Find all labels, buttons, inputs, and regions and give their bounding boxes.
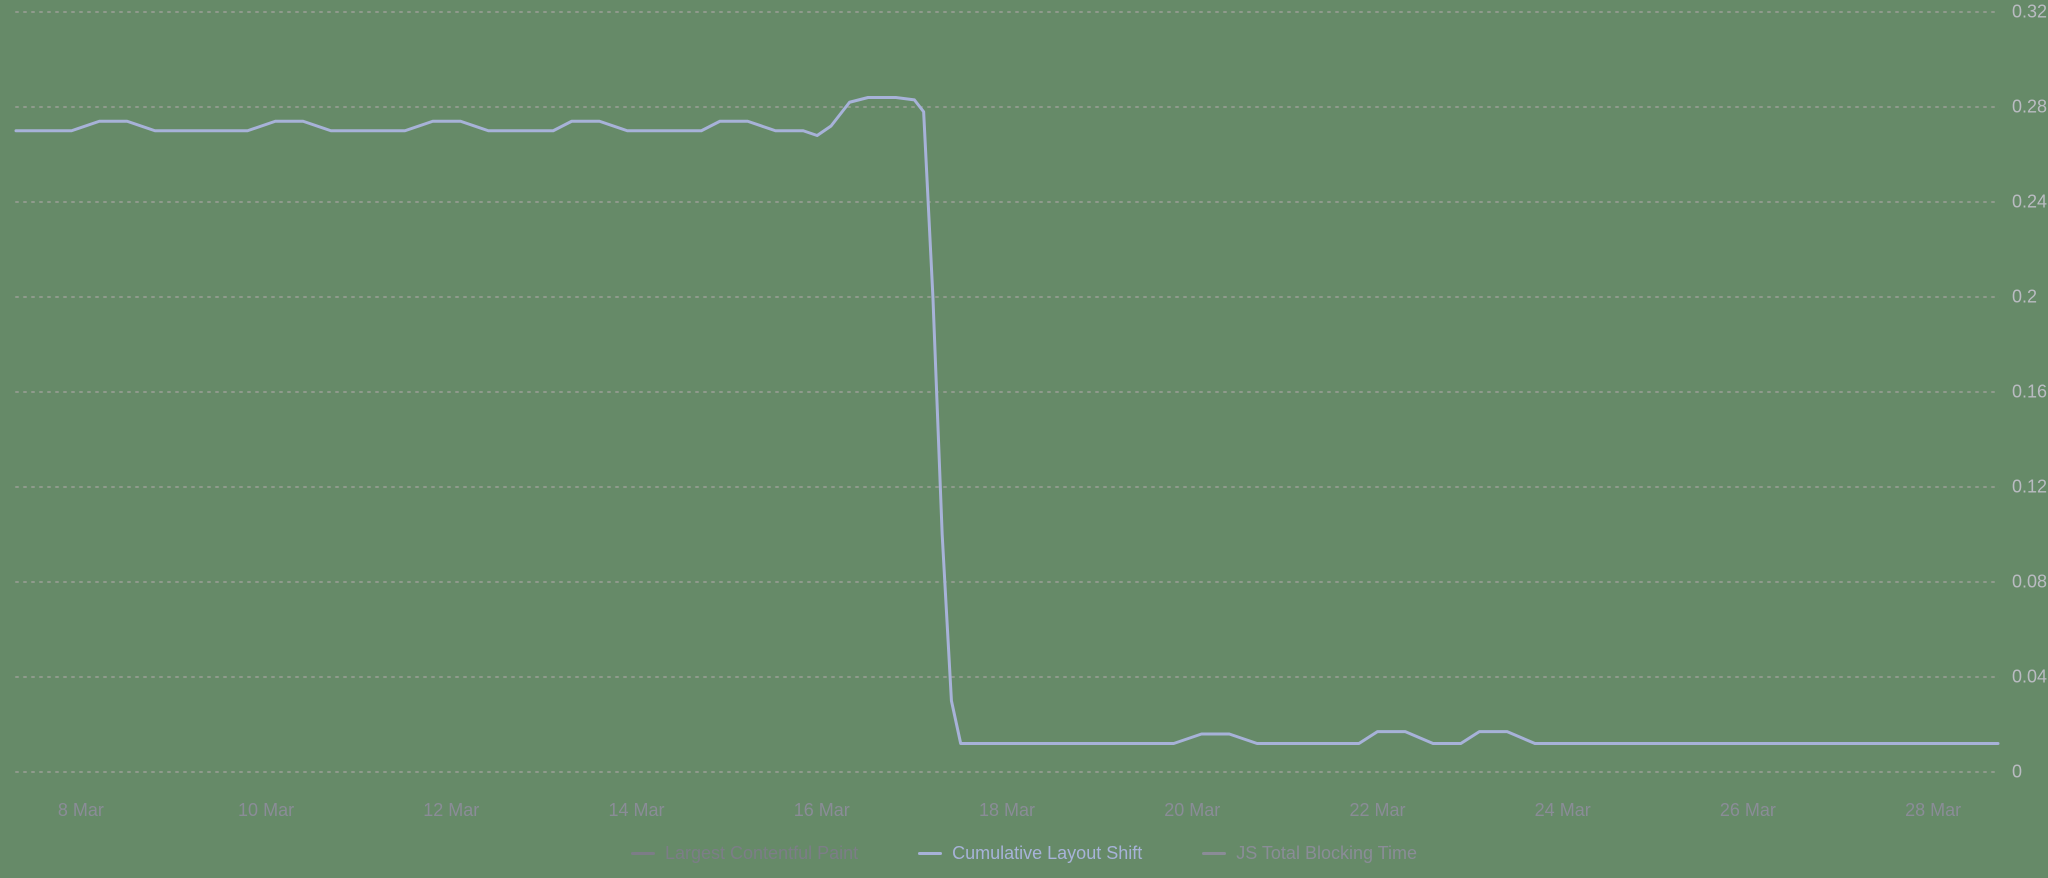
y-tick-label: 0.16	[2012, 382, 2047, 403]
legend-swatch	[918, 852, 942, 855]
x-tick-label: 16 Mar	[794, 800, 850, 821]
y-tick-label: 0.04	[2012, 667, 2047, 688]
x-tick-label: 12 Mar	[423, 800, 479, 821]
legend-item-cls[interactable]: Cumulative Layout Shift	[918, 843, 1142, 864]
line-chart: Largest Contentful Paint Cumulative Layo…	[0, 0, 2048, 878]
legend-label: Largest Contentful Paint	[665, 843, 858, 864]
x-tick-label: 22 Mar	[1349, 800, 1405, 821]
legend: Largest Contentful Paint Cumulative Layo…	[0, 843, 2048, 864]
legend-label: Cumulative Layout Shift	[952, 843, 1142, 864]
y-tick-label: 0.12	[2012, 477, 2047, 498]
legend-swatch	[631, 852, 655, 855]
x-tick-label: 26 Mar	[1720, 800, 1776, 821]
legend-swatch	[1202, 852, 1226, 855]
y-tick-label: 0.32	[2012, 2, 2047, 23]
y-tick-label: 0.24	[2012, 192, 2047, 213]
x-tick-label: 8 Mar	[58, 800, 104, 821]
y-tick-label: 0.08	[2012, 572, 2047, 593]
y-tick-label: 0.28	[2012, 97, 2047, 118]
y-tick-label: 0	[2012, 762, 2022, 783]
legend-label: JS Total Blocking Time	[1236, 843, 1417, 864]
legend-item-tbt[interactable]: JS Total Blocking Time	[1202, 843, 1417, 864]
y-tick-label: 0.2	[2012, 287, 2037, 308]
x-tick-label: 20 Mar	[1164, 800, 1220, 821]
x-tick-label: 10 Mar	[238, 800, 294, 821]
legend-item-lcp[interactable]: Largest Contentful Paint	[631, 843, 858, 864]
x-tick-label: 14 Mar	[609, 800, 665, 821]
x-tick-label: 28 Mar	[1905, 800, 1961, 821]
x-tick-label: 24 Mar	[1535, 800, 1591, 821]
x-tick-label: 18 Mar	[979, 800, 1035, 821]
chart-svg	[0, 0, 2048, 878]
